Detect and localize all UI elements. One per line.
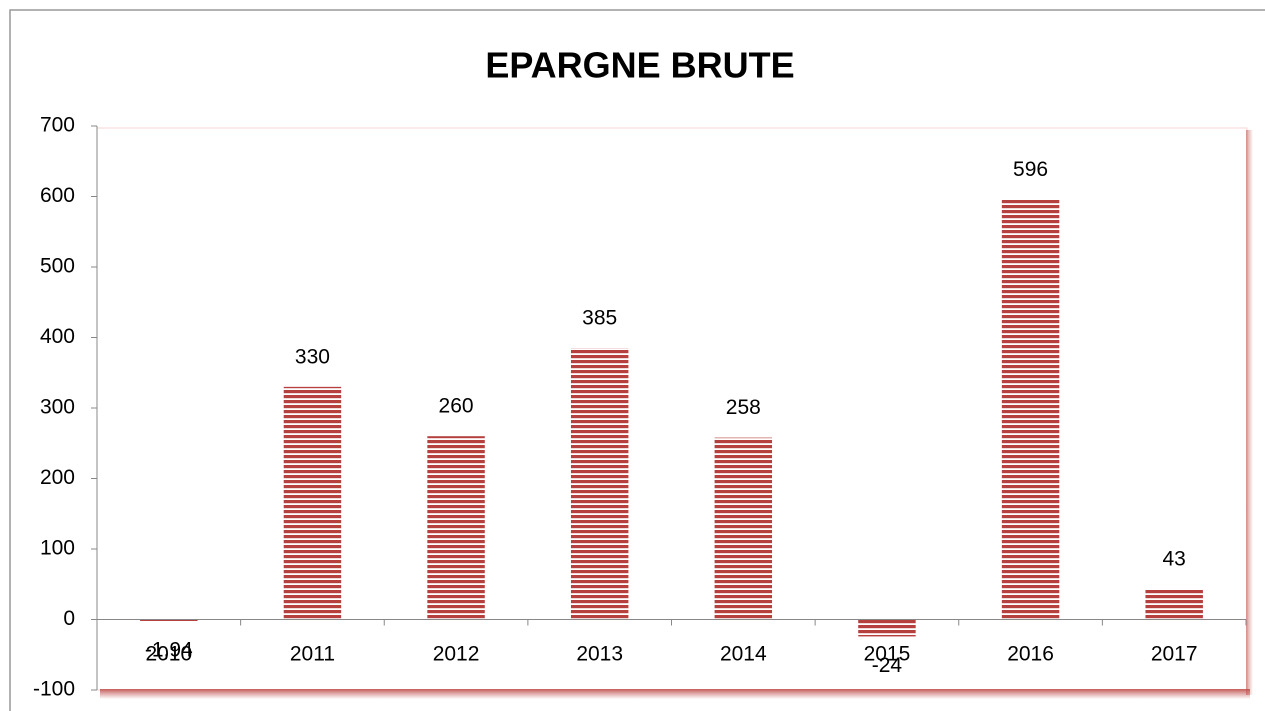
chart-title: EPARGNE BRUTE <box>485 45 794 86</box>
y-tick-label: 600 <box>40 184 75 207</box>
x-tick-label: 2013 <box>576 643 623 666</box>
bar <box>283 386 342 620</box>
plot-frame <box>96 127 1248 691</box>
data-label: 385 <box>582 307 617 330</box>
bar <box>714 437 773 620</box>
x-tick-label: 2014 <box>720 643 767 666</box>
plot-shadow <box>1246 130 1253 695</box>
bar <box>858 619 916 637</box>
x-tick-label: 2012 <box>433 643 480 666</box>
chart-frame <box>9 9 1265 711</box>
bar <box>1145 589 1203 620</box>
bar <box>140 619 198 621</box>
data-label: 258 <box>726 396 761 419</box>
x-tick-label: 2010 <box>145 643 192 666</box>
y-tick-label: 400 <box>40 325 75 348</box>
y-tick-label: 700 <box>40 114 75 137</box>
y-tick-label: 200 <box>40 466 75 489</box>
x-tick-label: 2011 <box>290 643 335 666</box>
data-label: -1,94 <box>145 638 193 661</box>
y-tick-label: 300 <box>40 396 75 419</box>
y-tick-label: 100 <box>40 537 75 560</box>
bar <box>427 436 485 620</box>
data-label: 330 <box>295 345 330 368</box>
bar <box>570 348 629 620</box>
y-tick-label: -100 <box>33 678 75 701</box>
x-tick-label: 2015 <box>864 643 911 666</box>
data-label: -24 <box>872 654 903 677</box>
data-label: 43 <box>1163 548 1186 571</box>
plot-shadow <box>100 689 1250 699</box>
data-label: 596 <box>1013 158 1048 181</box>
y-tick-label: 0 <box>63 607 75 630</box>
x-tick-label: 2017 <box>1151 643 1198 666</box>
data-label: 260 <box>439 395 474 418</box>
x-tick-label: 2016 <box>1007 643 1054 666</box>
y-tick-label: 500 <box>40 255 75 278</box>
bar <box>1001 199 1060 620</box>
